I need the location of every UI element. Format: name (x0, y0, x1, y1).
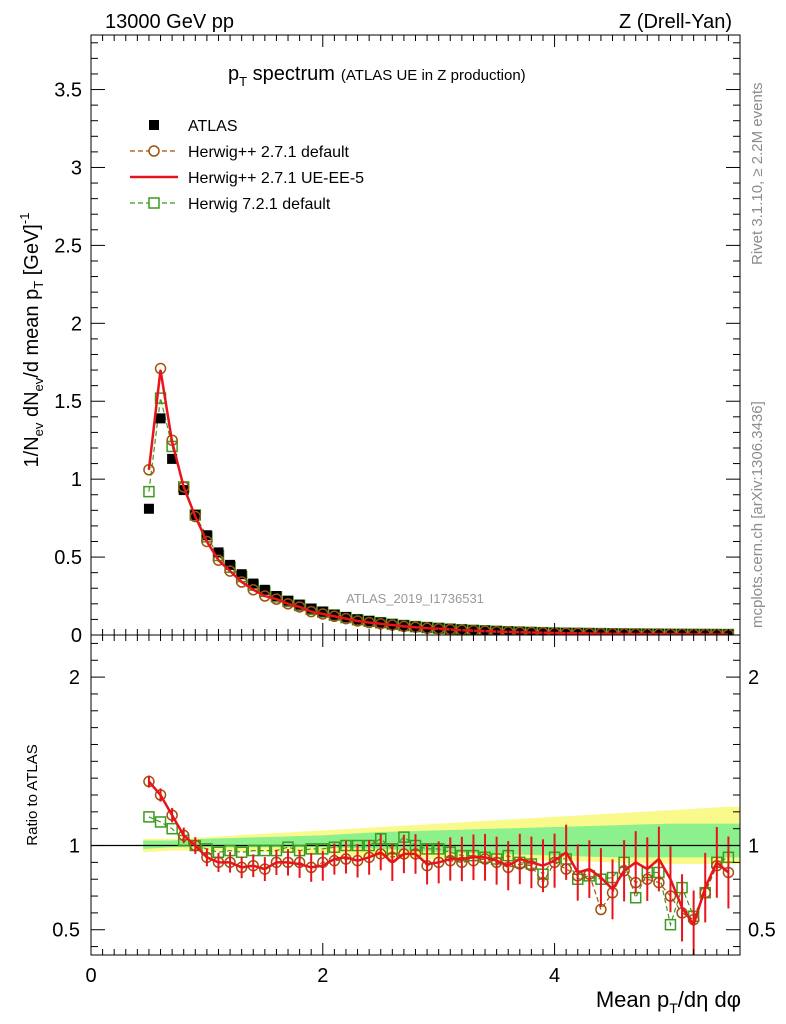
main-atlas-point (329, 609, 340, 620)
main-line-ue-ee-5 (147, 369, 729, 635)
main-herwigpp-default-point (270, 593, 283, 605)
ratio-herwig7-point (166, 822, 178, 835)
legend-marker (148, 145, 160, 157)
main-atlas-point (167, 453, 178, 464)
main-herwigpp-default-point (212, 554, 225, 566)
main-atlas-point (259, 584, 270, 595)
ratio-y-tick-label-right: 2 (748, 667, 759, 689)
main-herwigpp-default-point (224, 565, 236, 577)
main-atlas-point (294, 599, 305, 610)
main-atlas-point (271, 591, 282, 602)
main-atlas-point (283, 595, 294, 606)
legend-marker (149, 120, 159, 130)
main-herwigpp-default-point (201, 535, 213, 548)
legend: ATLAS Herwig++ 2.7.1 default Herwig++ 2.7.… (130, 118, 364, 213)
main-atlas-point (375, 617, 386, 628)
main-atlas-point (248, 578, 259, 589)
x-tick-label: 0 (85, 965, 96, 987)
main-herwig7-point (143, 485, 155, 498)
ratio-ylabel: Ratio to ATLAS (24, 744, 41, 845)
side-label-rivet: Rivet 3.1.10, ≥ 2.2M events (749, 83, 766, 266)
x-tick-label: 4 (549, 965, 560, 987)
main-herwigpp-default-point (189, 510, 202, 523)
ratio-series-layer (143, 775, 735, 955)
main-y-tick-label: 2.5 (54, 235, 82, 257)
svg-text:1/Nev dNev/d mean pT [GeV]-1: 1/Nev dNev/d mean pT [GeV]-1 (17, 213, 46, 468)
main-atlas-point (225, 559, 236, 570)
main-title-small: (ATLAS UE in Z production) (341, 67, 526, 84)
main-atlas-point (364, 615, 375, 626)
main-atlas-point (143, 503, 154, 514)
ratio-y-tick-label-right: 0.5 (748, 920, 776, 942)
header-left: 13000 GeV pp (105, 11, 234, 33)
main-y-tick-label: 3.5 (54, 80, 82, 102)
legend-label: ATLAS (188, 118, 238, 135)
ratio-herwig7-point (154, 816, 167, 828)
main-atlas-point (236, 569, 247, 580)
legend-label: Herwig 7.2.1 default (188, 196, 331, 213)
xlabel: Mean pT/dη dφ (596, 987, 741, 1016)
main-title-p: p (228, 63, 239, 85)
side-label-mcplots: mcplots.cern.ch [arXiv:1306.3436] (749, 401, 766, 628)
ratio-herwig7-point (259, 844, 271, 857)
ratio-y-tick-label: 0.5 (52, 920, 80, 942)
ratio-y-tick-label-right: 1 (748, 836, 759, 858)
main-y-tick-label: 0.5 (54, 547, 82, 569)
main-herwigpp-default-point (235, 576, 248, 588)
ratio-band-green (143, 823, 740, 858)
main-y-tick-label: 1.5 (54, 391, 82, 413)
main-atlas-point (155, 413, 166, 424)
main-herwigpp-default-point (282, 598, 294, 610)
main-y-tick-label: 2 (71, 313, 82, 335)
main-title-rest: spectrum (247, 63, 335, 85)
main-herwigpp-default-point (247, 584, 259, 596)
x-tick-label: 2 (317, 965, 328, 987)
main-ylabel: 1/Nev dNev/d mean pT [GeV]-1 (17, 213, 46, 468)
main-herwigpp-default-point (259, 590, 271, 602)
main-atlas-point (201, 530, 212, 541)
main-y-tick-label: 1 (71, 469, 82, 491)
main-axes: 0 0.5 1 1.5 2 2.5 3 3.5 (54, 34, 741, 647)
main-atlas-point (317, 606, 328, 617)
legend-marker (148, 197, 160, 209)
watermark: ATLAS_2019_I1736531 (346, 591, 484, 606)
ratio-axes: 0 2 4 0.5 0.5 1 1 2 2 (52, 634, 776, 987)
main-herwigpp-default-point (293, 601, 306, 613)
main-atlas-point (352, 614, 363, 625)
ratio-y-tick-label: 1 (69, 836, 80, 858)
main-atlas-point (306, 603, 317, 614)
main-y-tick-label: 0 (71, 625, 82, 647)
ratio-y-tick-label: 2 (69, 667, 80, 689)
main-atlas-point (340, 612, 351, 623)
ratio-herwig7-point (664, 918, 677, 931)
main-atlas-point (213, 547, 224, 558)
header-right: Z (Drell-Yan) (619, 11, 732, 33)
legend-label: Herwig++ 2.7.1 default (188, 144, 350, 161)
ratio-herwig7-point (143, 811, 155, 823)
legend-label: Herwig++ 2.7.1 UE-EE-5 (188, 170, 364, 187)
main-y-tick-label: 3 (71, 157, 82, 179)
main-title: pT spectrum (ATLAS UE in Z production) (228, 63, 526, 89)
main-title-sub: T (239, 74, 247, 89)
